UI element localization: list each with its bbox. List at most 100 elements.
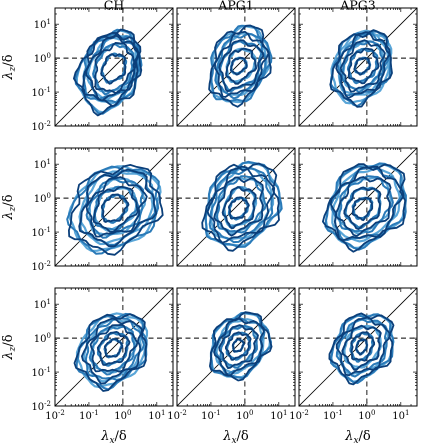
contour-s2-l0 <box>73 313 148 392</box>
panel-frame <box>298 7 418 127</box>
panel-r2-c0: 10-2 10-1 100 101 10-2 10-1 100 101 <box>31 287 174 422</box>
panel-frame <box>176 147 296 267</box>
y-tick-label: 101 <box>34 298 51 311</box>
contour-s1-l0 <box>210 24 273 103</box>
y-tick-label: 100 <box>34 52 51 65</box>
diagonal-line <box>299 148 417 266</box>
contour-s1-l2 <box>88 325 136 376</box>
contour-s2-l3 <box>96 331 131 366</box>
panel-frame <box>54 287 174 407</box>
contour-s2-l0 <box>208 24 272 108</box>
y-tick-label: 100 <box>34 192 51 205</box>
panel-frame <box>54 7 174 127</box>
column-title: APG3 <box>339 0 375 13</box>
contour-s2-l2 <box>341 324 382 371</box>
contour-s2-l0 <box>322 163 407 253</box>
contour-s2-l4 <box>351 196 374 222</box>
contour-s2-l4 <box>355 338 368 356</box>
contour-s2-l3 <box>225 331 252 361</box>
contour-s2-l2 <box>218 39 265 93</box>
y-tick-label: 101 <box>34 158 51 171</box>
x-tick-label: 10-1 <box>323 409 343 422</box>
contour-s1-l2 <box>218 40 263 93</box>
panel-r1-c2 <box>298 147 418 267</box>
panel-r2-c2: 10-2 10-1 100 101 <box>289 287 418 422</box>
y-tick-label: 101 <box>34 18 51 31</box>
y-axis-label: λz/δ <box>1 194 18 220</box>
contour-s2-l4 <box>353 57 371 76</box>
x-axis-label: λx/δ <box>344 429 371 444</box>
contour-s2-l0 <box>209 311 273 382</box>
y-tick-label: 10-2 <box>31 400 51 413</box>
panel-frame <box>298 287 418 407</box>
panel-r0-c0: 10-2 10-1 100 101 <box>31 7 174 133</box>
contour-s2-l4 <box>228 196 250 220</box>
contour-s2-l4 <box>103 338 124 358</box>
panel-frame <box>54 147 174 267</box>
contour-s2-l3 <box>92 185 139 233</box>
x-tick-label: 10-2 <box>167 409 187 422</box>
x-tick-label: 10-1 <box>79 409 99 422</box>
panel-r0-c1 <box>176 7 296 127</box>
contour-s2-l3 <box>343 186 382 230</box>
x-axis-label: λx/δ <box>222 429 249 444</box>
x-tick-label: 100 <box>236 409 253 422</box>
contour-s2-l3 <box>350 331 376 362</box>
contour-s1-l1 <box>335 318 388 378</box>
x-tick-label: 101 <box>148 409 165 422</box>
x-tick-label: 100 <box>358 409 375 422</box>
contour-s2-l1 <box>329 165 405 242</box>
contour-s2-l0 <box>329 29 393 108</box>
contour-s2-l4 <box>100 53 127 85</box>
y-axis-labels: λz/δ λz/δ λz/δ <box>1 54 18 360</box>
contour-s2-l1 <box>335 31 391 99</box>
diagonal-line <box>55 148 173 266</box>
contour-s2-l3 <box>225 47 258 85</box>
contour-s2-l1 <box>78 168 158 248</box>
contour-s2-l2 <box>218 324 259 369</box>
y-axis-label: λz/δ <box>1 334 18 360</box>
panel-r0-c2 <box>298 7 418 127</box>
contour-s2-l2 <box>213 176 264 237</box>
contour-s2-l0 <box>201 162 280 252</box>
diagonal-line <box>299 8 417 126</box>
y-tick-label: 100 <box>34 332 51 345</box>
contour-s2-l3 <box>94 42 137 94</box>
x-tick-label: 10-2 <box>45 409 65 422</box>
panel-frame <box>176 7 296 127</box>
panel-r1-c1 <box>176 147 296 267</box>
x-tick-label: 101 <box>270 409 287 422</box>
diagonal-line <box>177 148 295 266</box>
panel-frame <box>176 287 296 407</box>
contour-s2-l4 <box>229 56 248 76</box>
x-tick-label: 10-1 <box>201 409 221 422</box>
panel-frame <box>298 147 418 267</box>
x-tick-label: 10-2 <box>289 409 309 422</box>
contour-s2-l0 <box>68 164 164 256</box>
contour-s2-l1 <box>214 30 270 98</box>
contour-s2-l1 <box>213 317 265 377</box>
contour-s0-l1 <box>210 167 275 241</box>
panel-grid: 10-210-110010110-210-110010110-210-11001… <box>31 7 418 422</box>
y-tick-label: 10-1 <box>31 86 51 99</box>
contour-s2-l3 <box>221 186 257 230</box>
y-tick-label: 10-2 <box>31 120 51 133</box>
y-tick-label: 10-1 <box>31 366 51 379</box>
contour-s2-l3 <box>347 47 380 85</box>
panel-r1-c0: 10-2 10-1 100 101 <box>31 147 174 273</box>
contour-s2-l1 <box>206 165 276 244</box>
contour-s2-l1 <box>335 316 392 377</box>
column-titles: CH APG1 APG3 <box>104 0 376 13</box>
y-tick-label: 10-2 <box>31 260 51 273</box>
diagonal-line <box>55 8 173 126</box>
contour-s2-l2 <box>89 323 139 373</box>
contour-s2-l4 <box>100 193 130 223</box>
contour-s2-l4 <box>231 338 245 353</box>
diagonal-line <box>177 288 295 406</box>
column-title: CH <box>104 0 125 13</box>
x-tick-label: 100 <box>114 409 131 422</box>
contour-s2-l2 <box>334 176 392 237</box>
contour-s1-l1 <box>214 32 267 100</box>
x-axis-labels: λx/δ λx/δ λx/δ <box>100 429 371 444</box>
